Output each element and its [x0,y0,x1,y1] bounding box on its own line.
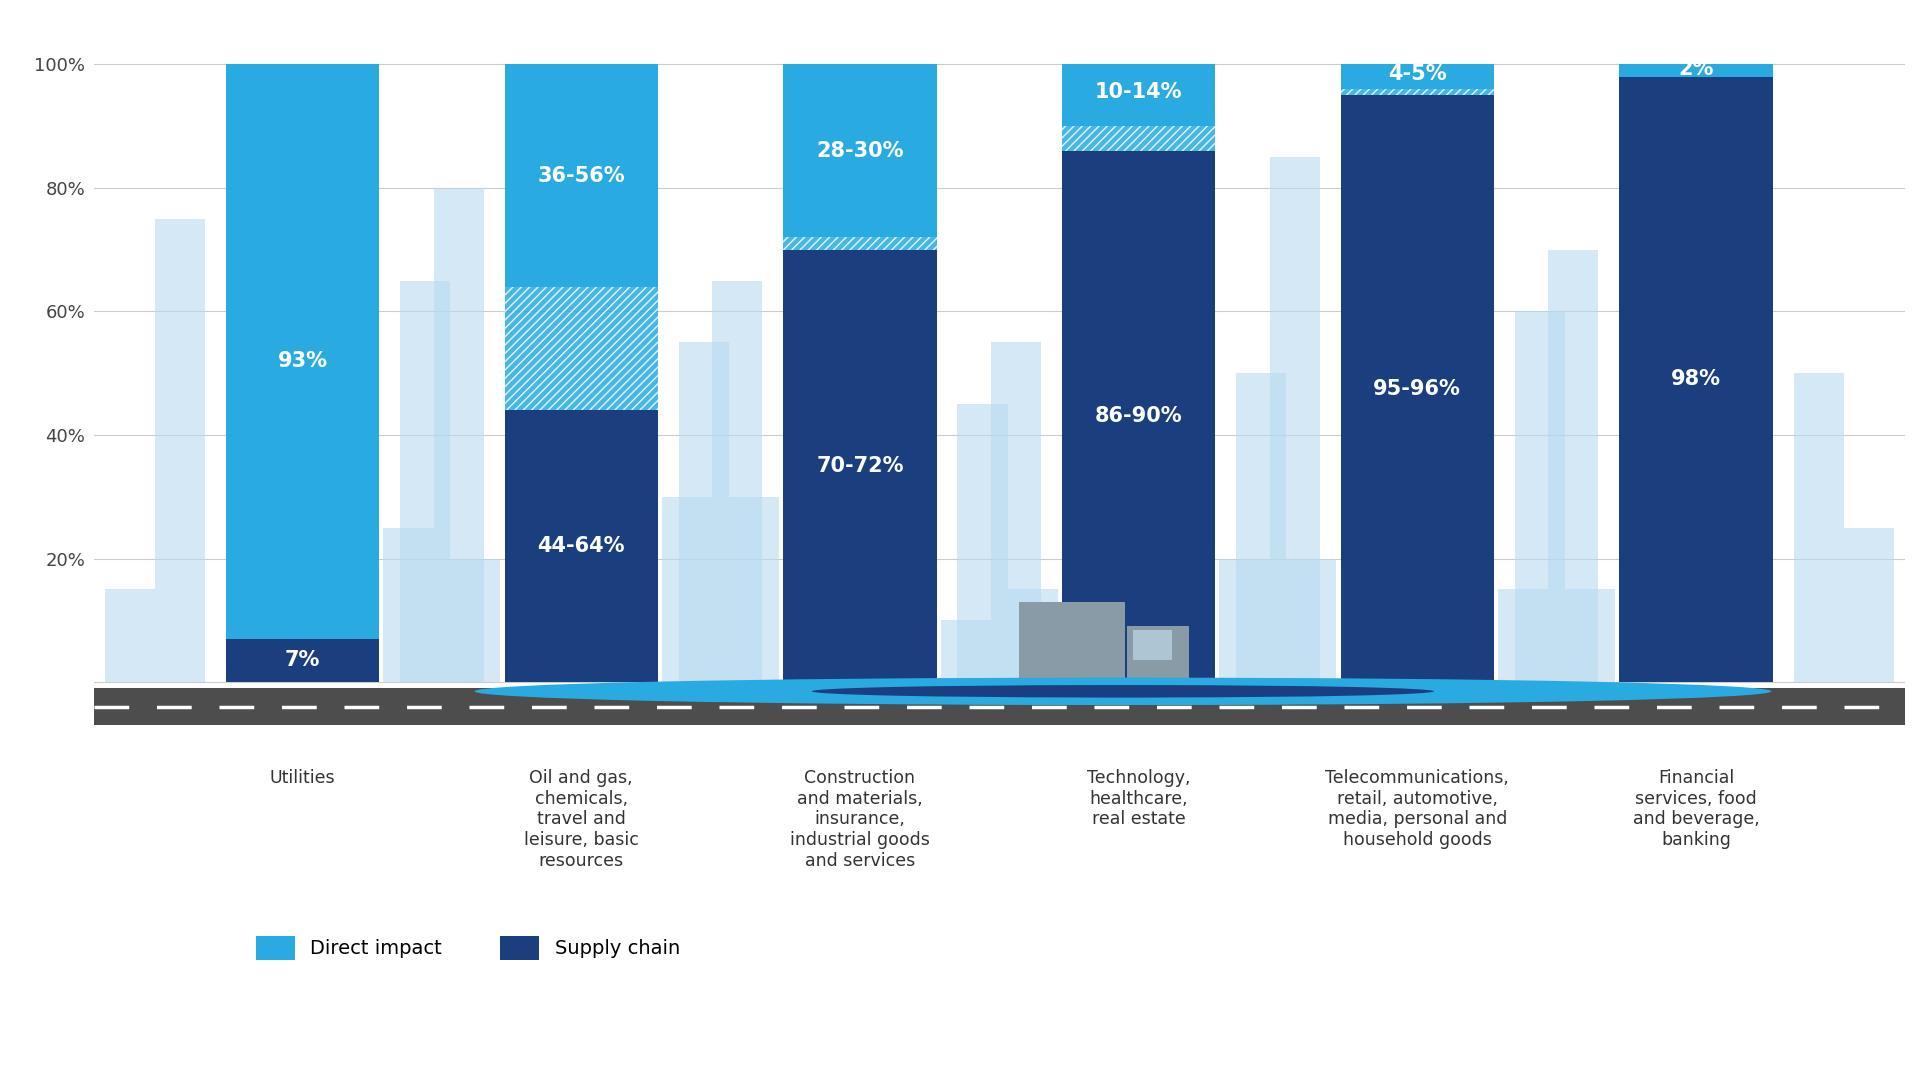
Bar [712,281,762,683]
Bar [1843,528,1893,683]
Bar [106,590,156,683]
Bar [1793,374,1843,683]
Bar [1062,65,1215,126]
Text: 10-14%: 10-14% [1094,82,1183,103]
Text: 95-96%: 95-96% [1373,379,1461,399]
Bar [1286,558,1336,683]
Bar [1020,602,1125,688]
Bar [434,188,484,683]
Text: 98%: 98% [1670,369,1720,390]
Bar [505,65,659,287]
Bar [783,238,937,249]
Circle shape [881,685,1434,698]
Bar [991,342,1041,683]
Bar [1127,626,1188,688]
Bar [1062,126,1215,151]
Bar [227,638,378,683]
Bar [1619,77,1772,683]
Bar [1340,65,1494,90]
Bar [1548,249,1599,683]
Text: 93%: 93% [278,351,328,370]
Text: 7%: 7% [284,650,321,671]
Text: 86-90%: 86-90% [1094,406,1183,427]
Bar [783,65,937,238]
Bar [1133,630,1171,661]
Circle shape [812,685,1363,698]
Text: 4-5%: 4-5% [1388,64,1446,83]
Text: 2%: 2% [1678,59,1715,79]
Bar [680,342,730,683]
Bar [1340,90,1494,95]
Bar [156,219,205,683]
Text: 70-72%: 70-72% [816,456,904,476]
Bar [730,497,780,683]
Bar [227,65,378,638]
Circle shape [474,678,1701,705]
Bar [783,249,937,683]
Bar [1269,157,1319,683]
Bar [1498,590,1548,683]
Bar [662,497,712,683]
Text: 44-64%: 44-64% [538,536,626,556]
Bar [1008,590,1058,683]
Bar [23,688,1920,726]
Bar [958,404,1008,683]
Bar [1236,374,1286,683]
Legend: Direct impact, Supply chain: Direct impact, Supply chain [248,928,687,968]
Bar [451,558,501,683]
Bar [1062,151,1215,683]
Bar [941,620,991,683]
Bar [505,410,659,683]
Bar [505,287,659,410]
Bar [1515,311,1565,683]
Bar [1340,95,1494,683]
Bar [1020,685,1188,698]
Bar [384,528,434,683]
Text: 28-30%: 28-30% [816,140,904,161]
Bar [1619,65,1772,77]
Bar [399,281,451,683]
Text: 36-56%: 36-56% [538,165,626,186]
Bar [1565,590,1615,683]
Circle shape [545,678,1772,705]
Bar [1219,558,1269,683]
